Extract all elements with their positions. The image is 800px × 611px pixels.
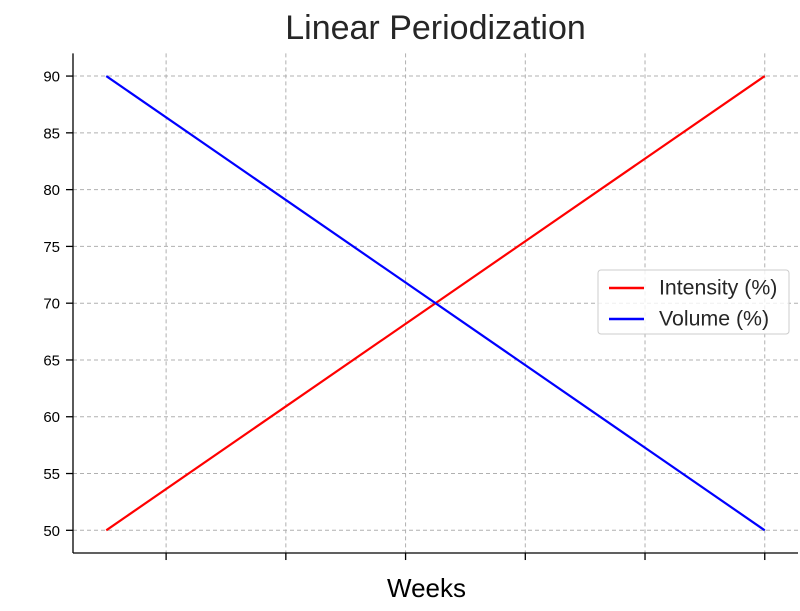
svg-text:50: 50 <box>43 523 60 540</box>
svg-text:55: 55 <box>43 466 60 483</box>
svg-text:90: 90 <box>43 69 60 86</box>
svg-text:65: 65 <box>43 352 60 369</box>
svg-text:85: 85 <box>43 125 60 142</box>
svg-text:70: 70 <box>43 296 60 313</box>
svg-text:Volume (%): Volume (%) <box>659 307 769 331</box>
svg-text:80: 80 <box>43 182 60 199</box>
svg-text:Intensity (%): Intensity (%) <box>659 276 777 300</box>
svg-text:60: 60 <box>43 409 60 426</box>
svg-text:75: 75 <box>43 239 60 256</box>
